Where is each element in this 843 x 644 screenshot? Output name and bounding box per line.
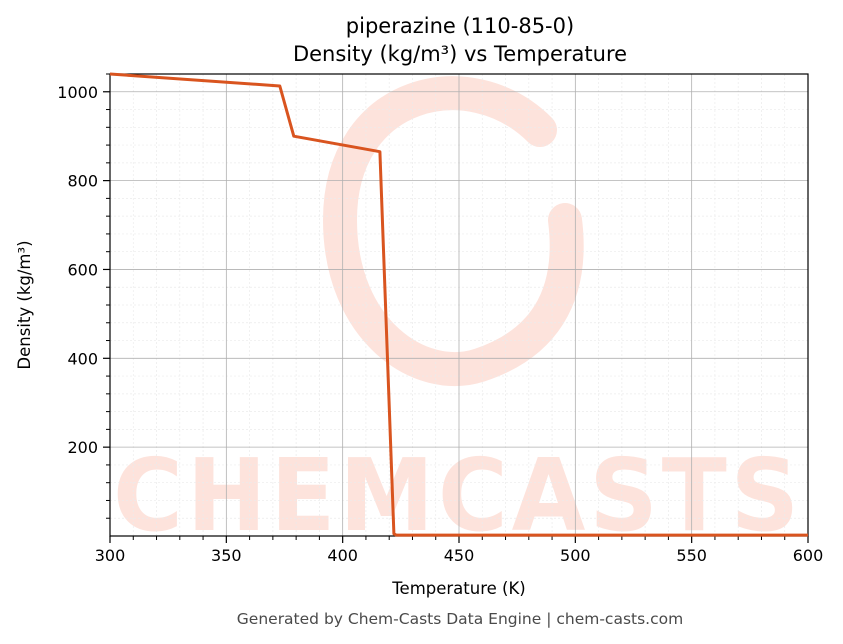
y-tick-label: 200 [67, 438, 98, 457]
y-tick-label: 600 [67, 260, 98, 279]
x-axis-label: Temperature (K) [391, 579, 525, 598]
density-series-line [109, 72, 808, 537]
y-tick-labels: 200 400 600 800 1000 [57, 83, 98, 457]
x-tick-label: 600 [793, 546, 824, 565]
axis-ticks [103, 73, 809, 543]
footer-credit: Generated by Chem-Casts Data Engine | ch… [237, 610, 683, 628]
x-tick-label: 300 [95, 546, 126, 565]
chart-title: piperazine (110-85-0) [346, 14, 574, 38]
chart-subtitle: Density (kg/m³) vs Temperature [293, 42, 627, 66]
grid [109, 73, 809, 536]
x-tick-label: 550 [676, 546, 707, 565]
x-tick-labels: 300 350 400 450 500 550 600 [95, 546, 824, 565]
x-tick-label: 400 [327, 546, 358, 565]
x-tick-label: 500 [560, 546, 591, 565]
y-tick-label: 1000 [57, 83, 98, 102]
y-axis-label: Density (kg/m³) [15, 240, 34, 369]
x-tick-label: 450 [444, 546, 475, 565]
y-tick-label: 800 [67, 172, 98, 191]
watermark-swirl [322, 76, 584, 386]
chemcasts-watermark: CHEMCASTS [113, 76, 799, 554]
x-tick-label: 350 [211, 546, 242, 565]
y-tick-label: 400 [67, 349, 98, 368]
